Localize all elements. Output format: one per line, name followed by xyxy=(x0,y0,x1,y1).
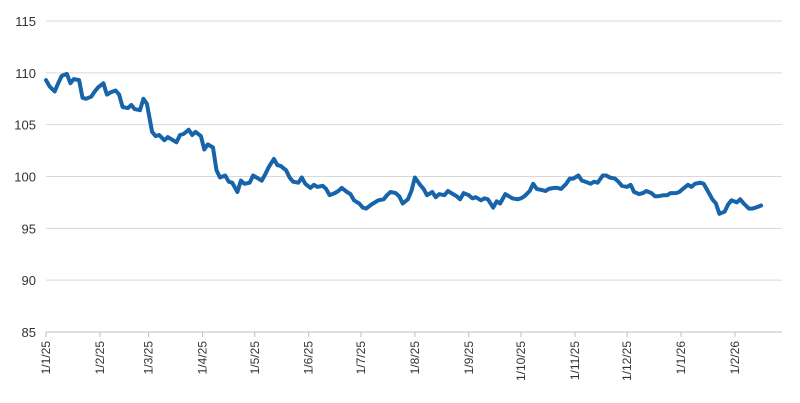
x-tick-label: 1/2/26 xyxy=(728,341,742,375)
y-tick-label: 100 xyxy=(14,170,36,185)
y-tick-label: 115 xyxy=(15,14,36,29)
x-tick-label: 1/12/25 xyxy=(620,341,634,381)
x-tick-label: 1/1/26 xyxy=(674,341,688,375)
y-tick-label: 105 xyxy=(14,118,36,133)
x-tick-label: 1/3/25 xyxy=(142,341,156,375)
x-axis xyxy=(45,331,782,337)
x-tick-label: 1/7/25 xyxy=(354,341,368,375)
y-axis-tick-labels: 85 90 95 100 105 110 115 xyxy=(14,14,36,340)
series-line-0 xyxy=(44,71,764,216)
y-tick-label: 95 xyxy=(22,221,36,236)
y-tick-label: 90 xyxy=(22,273,36,288)
x-tick-label: 1/2/25 xyxy=(93,341,107,375)
x-tick-label: 1/10/25 xyxy=(514,341,528,381)
x-tick-label: 1/9/25 xyxy=(462,341,476,375)
series-group xyxy=(44,71,764,216)
x-tick-label: 1/8/25 xyxy=(408,341,422,375)
x-tick-label: 1/1/25 xyxy=(39,341,53,375)
x-tick-label: 1/4/25 xyxy=(196,341,210,375)
x-tick-label: 1/11/25 xyxy=(568,341,582,380)
x-axis-tick-labels: 1/1/25 1/2/25 1/3/25 1/4/25 1/5/25 1/6/25 1/7/… xyxy=(39,341,742,381)
x-tick-label: 1/6/25 xyxy=(302,341,316,375)
gridlines xyxy=(46,20,782,281)
y-tick-label: 85 xyxy=(22,325,36,340)
x-tick-label: 1/5/25 xyxy=(248,341,262,375)
y-tick-label: 110 xyxy=(15,66,36,81)
